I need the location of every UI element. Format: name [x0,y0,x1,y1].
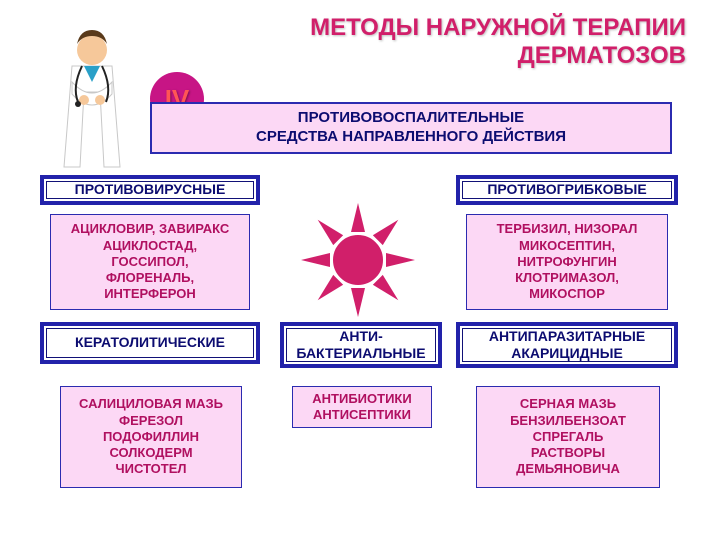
category-antiviral: ПРОТИВОВИРУСНЫЕ [40,175,260,205]
drug-line: СПРЕГАЛЬ [533,429,604,445]
drug-line: ФЛОРЕНАЛЬ, [106,270,194,286]
drug-line: АЦИКЛОСТАД, [103,238,197,254]
drug-line: ТЕРБИЗИЛ, НИЗОРАЛ [497,221,638,237]
category-keratolytic: КЕРАТОЛИТИЧЕСКИЕ [40,322,260,364]
drug-line: ИНТЕРФЕРОН [104,286,196,302]
main-category-box: ПРОТИВОВОСПАЛИТЕЛЬНЫЕ СРЕДСТВА НАПРАВЛЕН… [150,102,672,154]
drugs-d-antibact: АНТИБИОТИКИАНТИСЕПТИКИ [292,386,432,428]
page-title: МЕТОДЫ НАРУЖНОЙ ТЕРАПИИ ДЕРМАТОЗОВ [226,14,686,69]
title-line2: ДЕРМАТОЗОВ [226,42,686,70]
category-label: ПРОТИВОГРИБКОВЫЕ [487,181,646,199]
category-label: АНТИПАРАЗИТАРНЫЕ [489,328,645,346]
drug-line: САЛИЦИЛОВАЯ МАЗЬ [79,396,223,412]
category-label: КЕРАТОЛИТИЧЕСКИЕ [75,334,225,352]
drug-line: ГОССИПОЛ, [111,254,188,270]
drug-line: АЦИКЛОВИР, ЗАВИРАКС [71,221,230,237]
main-line1: ПРОТИВОВОСПАЛИТЕЛЬНЫЕ [298,109,524,128]
drug-line: АНТИБИОТИКИ [312,391,411,407]
drugs-d-keratolytic: САЛИЦИЛОВАЯ МАЗЬФЕРЕЗОЛПОДОФИЛЛИНСОЛКОДЕ… [60,386,242,488]
sun-icon [298,200,418,320]
drug-line: СОЛКОДЕРМ [109,445,192,461]
drug-line: ПОДОФИЛЛИН [103,429,199,445]
drug-line: СЕРНАЯ МАЗЬ [520,396,616,412]
category-antifungal: ПРОТИВОГРИБКОВЫЕ [456,175,678,205]
category-label: АКАРИЦИДНЫЕ [511,345,623,363]
category-label: АНТИ- [339,328,383,346]
doctor-illustration [42,22,142,182]
title-line1: МЕТОДЫ НАРУЖНОЙ ТЕРАПИИ [226,14,686,42]
drugs-d-antiviral: АЦИКЛОВИР, ЗАВИРАКСАЦИКЛОСТАД,ГОССИПОЛ,Ф… [50,214,250,310]
drug-line: МИКОСПОР [529,286,605,302]
category-antibacterial: АНТИ-БАКТЕРИАЛЬНЫЕ [280,322,442,368]
main-line2: СРЕДСТВА НАПРАВЛЕННОГО ДЕЙСТВИЯ [256,128,566,147]
category-antiparasitic: АНТИПАРАЗИТАРНЫЕАКАРИЦИДНЫЕ [456,322,678,368]
drugs-d-antifungal: ТЕРБИЗИЛ, НИЗОРАЛМИКОСЕПТИН,НИТРОФУНГИНК… [466,214,668,310]
drug-line: ДЕМЬЯНОВИЧА [516,461,620,477]
drug-line: ЧИСТОТЕЛ [115,461,186,477]
drug-line: ФЕРЕЗОЛ [119,413,183,429]
drug-line: КЛОТРИМАЗОЛ, [515,270,619,286]
drug-line: БЕНЗИЛБЕНЗОАТ [510,413,626,429]
drug-line: АНТИСЕПТИКИ [313,407,411,423]
drug-line: РАСТВОРЫ [531,445,605,461]
drug-line: МИКОСЕПТИН, [519,238,615,254]
drug-line: НИТРОФУНГИН [517,254,616,270]
category-label: ПРОТИВОВИРУСНЫЕ [75,181,226,199]
drugs-d-antipara: СЕРНАЯ МАЗЬБЕНЗИЛБЕНЗОАТСПРЕГАЛЬРАСТВОРЫ… [476,386,660,488]
category-label: БАКТЕРИАЛЬНЫЕ [296,345,425,363]
